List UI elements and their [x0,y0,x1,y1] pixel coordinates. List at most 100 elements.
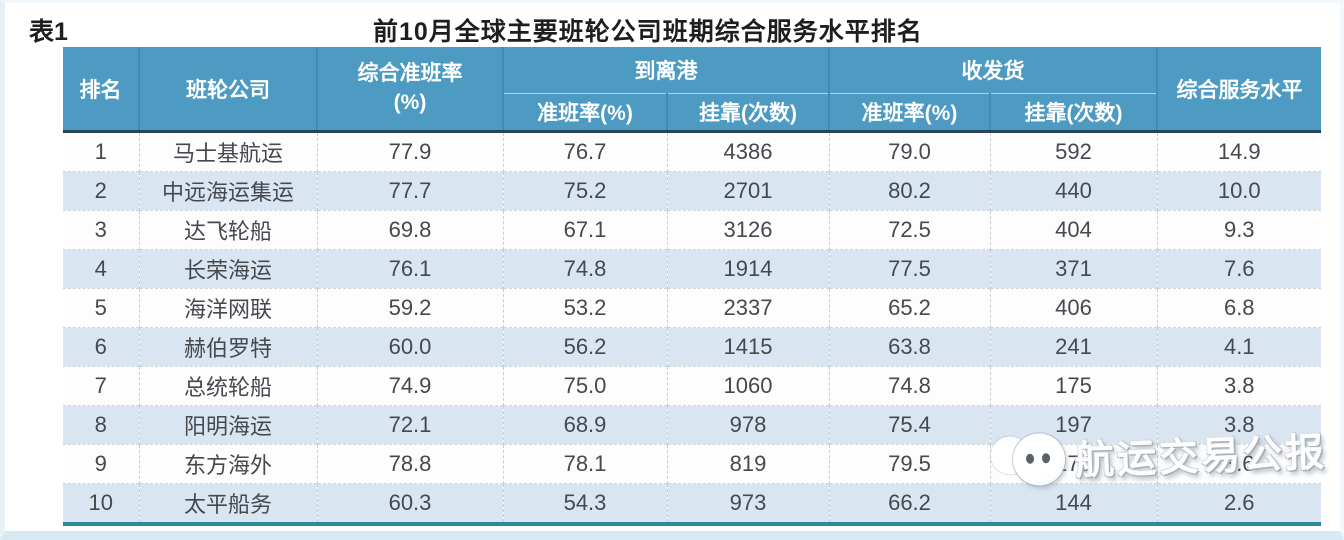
cell-port-calls: 2337 [666,288,829,328]
col-header-cargo-rate: 准班率(%) [828,93,990,133]
cell-service-level: 10.0 [1156,171,1321,211]
cell-port-calls: 978 [666,405,829,445]
cell-cargo-rate: 79.5 [828,444,990,484]
cell-port-calls: 2701 [666,171,829,211]
col-header-overall-rate-line1: 综合准班率 [357,62,463,86]
cell-service-level: 3.8 [1156,366,1321,406]
cell-port-rate: 76.7 [502,131,667,172]
cell-port-rate: 74.8 [502,249,667,289]
cell-rank: 1 [63,131,139,172]
table-row: 9 东方海外 78.8 78.1 819 79.5 179 3.6 [63,444,1321,484]
col-group-cargo: 收发货 [828,47,1157,94]
cell-port-calls: 1060 [666,366,829,406]
cell-service-level: 4.1 [1156,327,1321,367]
table-row: 7 总统轮船 74.9 75.0 1060 74.8 175 3.8 [63,366,1321,406]
col-header-port-rate: 准班率(%) [502,93,667,133]
col-header-rank: 排名 [63,47,139,133]
cell-company: 海洋网联 [138,288,317,328]
cell-service-level: 3.6 [1156,444,1321,484]
cell-rank: 3 [63,210,139,250]
cell-cargo-calls: 197 [989,405,1157,445]
cell-overall-rate: 60.0 [316,327,503,367]
cell-service-level: 9.3 [1156,210,1321,250]
cell-company: 赫伯罗特 [138,327,317,367]
col-header-port-calls: 挂靠(次数) [666,93,829,133]
table-row: 8 阳明海运 72.1 68.9 978 75.4 197 3.8 [63,405,1321,445]
cell-rank: 7 [63,366,139,406]
cell-rank: 9 [63,444,139,484]
cell-company: 达飞轮船 [138,210,317,250]
cell-overall-rate: 77.9 [316,131,503,172]
cell-cargo-calls: 592 [989,131,1157,172]
cell-port-rate: 54.3 [502,483,667,524]
table-row: 2 中远海运集运 77.7 75.2 2701 80.2 440 10.0 [63,171,1321,211]
page-title: 前10月全球主要班轮公司班期综合服务水平排名 [373,18,923,46]
cell-rank: 5 [63,288,139,328]
cell-cargo-calls: 175 [989,366,1157,406]
cell-port-rate: 68.9 [502,405,667,445]
cell-service-level: 2.6 [1156,483,1321,524]
table-body: 1 马士基航运 77.9 76.7 4386 79.0 592 14.9 2 中… [63,131,1321,524]
cell-service-level: 6.8 [1156,288,1321,328]
col-header-company: 班轮公司 [138,47,317,133]
col-header-overall-rate-line2: (%) [393,90,427,114]
cell-cargo-calls: 371 [989,249,1157,289]
cell-port-rate: 67.1 [502,210,667,250]
cell-cargo-calls: 404 [989,210,1157,250]
table-row: 10 太平船务 60.3 54.3 973 66.2 144 2.6 [63,483,1321,524]
table-header: 排名 班轮公司 综合准班率 (%) 到离港 收发货 综合服务水平 准班率(%) … [63,47,1321,133]
cell-service-level: 14.9 [1156,131,1321,172]
cell-port-rate: 56.2 [502,327,667,367]
cell-cargo-rate: 65.2 [828,288,990,328]
cell-cargo-rate: 79.0 [828,131,990,172]
ranking-table: 排名 班轮公司 综合准班率 (%) 到离港 收发货 综合服务水平 准班率(%) … [63,47,1321,526]
cell-port-rate: 75.0 [502,366,667,406]
cell-overall-rate: 77.7 [316,171,503,211]
cell-overall-rate: 74.9 [316,366,503,406]
table-row: 1 马士基航运 77.9 76.7 4386 79.0 592 14.9 [63,131,1321,172]
cell-cargo-rate: 66.2 [828,483,990,524]
cell-port-rate: 75.2 [502,171,667,211]
cell-port-rate: 78.1 [502,444,667,484]
cell-cargo-rate: 63.8 [828,327,990,367]
cell-cargo-rate: 75.4 [828,405,990,445]
cell-cargo-calls: 241 [989,327,1157,367]
col-header-overall-rate: 综合准班率 (%) [316,47,503,133]
cell-port-calls: 973 [666,483,829,524]
cell-service-level: 7.6 [1156,249,1321,289]
cell-port-calls: 4386 [666,131,829,172]
table-row: 4 长荣海运 76.1 74.8 1914 77.5 371 7.6 [63,249,1321,289]
table-row: 3 达飞轮船 69.8 67.1 3126 72.5 404 9.3 [63,210,1321,250]
cell-port-rate: 53.2 [502,288,667,328]
cell-service-level: 3.8 [1156,405,1321,445]
cell-company: 总统轮船 [138,366,317,406]
col-group-port: 到离港 [502,47,829,94]
cell-cargo-rate: 80.2 [828,171,990,211]
caption-row: 表1 前10月全球主要班轮公司班期综合服务水平排名 [5,3,1340,47]
cell-company: 阳明海运 [138,405,317,445]
cell-overall-rate: 59.2 [316,288,503,328]
cell-overall-rate: 78.8 [316,444,503,484]
cell-company: 长荣海运 [138,249,317,289]
col-header-cargo-calls: 挂靠(次数) [989,93,1157,133]
cell-cargo-calls: 179 [989,444,1157,484]
cell-port-calls: 1914 [666,249,829,289]
cell-rank: 8 [63,405,139,445]
cell-rank: 10 [63,483,139,524]
cell-overall-rate: 76.1 [316,249,503,289]
cell-company: 太平船务 [138,483,317,524]
col-header-service-level: 综合服务水平 [1156,47,1321,133]
cell-cargo-rate: 77.5 [828,249,990,289]
cell-company: 中远海运集运 [138,171,317,211]
cell-company: 东方海外 [138,444,317,484]
cell-port-calls: 819 [666,444,829,484]
cell-overall-rate: 72.1 [316,405,503,445]
table-row: 5 海洋网联 59.2 53.2 2337 65.2 406 6.8 [63,288,1321,328]
cell-rank: 4 [63,249,139,289]
cell-port-calls: 3126 [666,210,829,250]
cell-overall-rate: 69.8 [316,210,503,250]
cell-overall-rate: 60.3 [316,483,503,524]
cell-rank: 6 [63,327,139,367]
cell-company: 马士基航运 [138,131,317,172]
